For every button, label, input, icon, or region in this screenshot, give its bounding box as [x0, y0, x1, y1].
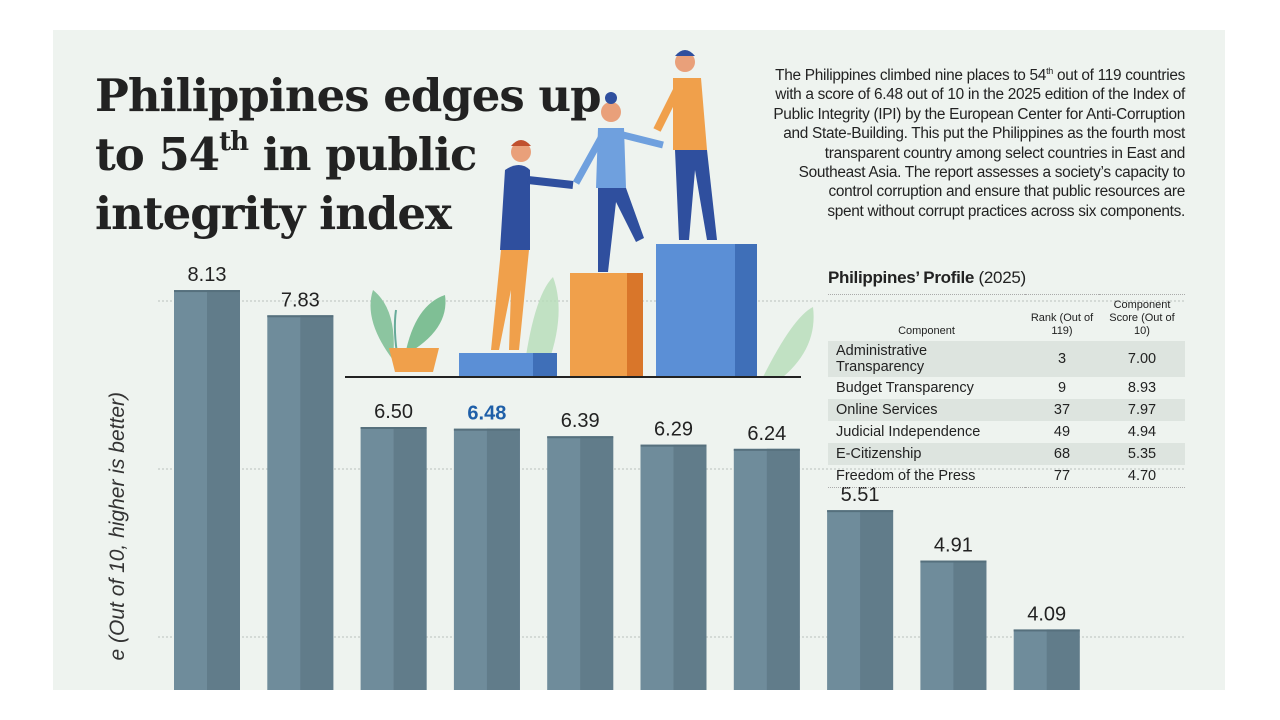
data-label: 4.91	[934, 535, 973, 557]
data-label: 7.83	[281, 289, 320, 311]
bar-top	[453, 428, 520, 431]
cell-rank: 9	[1057, 380, 1067, 396]
data-label: 6.39	[561, 410, 600, 432]
cell-component: Administrative Transparency	[828, 341, 1025, 377]
description-line: transparent country among select countri…	[824, 144, 1186, 162]
cell-score: 5.35	[1099, 443, 1185, 465]
description-line: spent without corrupt practices across s…	[827, 202, 1185, 220]
description-text: The Philippines climbed nine places to 5…	[775, 67, 1047, 84]
bar-shade	[766, 448, 800, 690]
profile-year: (2025)	[978, 268, 1027, 287]
bar-shade	[580, 436, 614, 690]
cell-component: E-Citizenship	[828, 443, 1025, 465]
table-row: Freedom of the Press 77 4.70	[828, 465, 1185, 488]
profile-table: Component Rank (Out of 119) Component Sc…	[828, 294, 1185, 488]
bar-top	[360, 427, 427, 429]
bar-shade	[486, 428, 520, 690]
cell-rank: 77	[1053, 468, 1071, 484]
cell-rank: 49	[1053, 424, 1071, 440]
bar-top	[267, 315, 334, 318]
description-line: control corruption and ensure that publi…	[828, 183, 1185, 201]
bar-shade	[673, 444, 707, 690]
bar-top	[1013, 629, 1080, 632]
table-row: Budget Transparency 9 8.93	[828, 377, 1185, 399]
bar-shade	[300, 315, 334, 690]
cell-score: 7.00	[1099, 341, 1185, 377]
bar-shade	[393, 427, 427, 690]
bar-top	[920, 560, 987, 563]
table-row: Judicial Independence 49 4.94	[828, 421, 1185, 443]
bar-top	[733, 448, 800, 451]
cell-score: 8.93	[1127, 380, 1157, 396]
y-axis-label: e (Out of 10, higher is better)	[106, 392, 129, 661]
bar-top	[640, 444, 707, 447]
bar-top	[174, 290, 240, 293]
plant-icon	[370, 290, 446, 372]
table-row: Online Services 37 7.97	[828, 399, 1185, 421]
person-middle-icon	[572, 92, 664, 272]
bar-chart: 8.13 7.83 6.50 6.48 6.39 6.29 6.24 5.51 4.91 4.09	[158, 264, 1185, 690]
profile-title-text: Philippines’ Profile	[828, 268, 975, 287]
headline-text: to 54	[95, 128, 220, 181]
headline-line: integrity index	[95, 187, 452, 240]
headline-text: in public	[248, 128, 478, 181]
data-label: 4.09	[1027, 603, 1066, 625]
description-line: Southeast Asia. The report assesses a so…	[798, 164, 1186, 182]
person-right-icon	[653, 50, 717, 240]
cell-score: 4.94	[1127, 424, 1157, 440]
bar-shade	[953, 560, 987, 690]
cell-component: Judicial Independence	[836, 424, 981, 440]
person-left-icon	[491, 140, 574, 350]
data-label: 6.24	[747, 423, 786, 445]
headline-line: to 54th in public	[95, 125, 601, 184]
profile-table-panel: Philippines’ Profile (2025) Component Ra…	[828, 268, 1185, 488]
data-label: 5.51	[841, 484, 880, 506]
description-line: Public Integrity (IPI) by the European C…	[773, 105, 1185, 123]
description-line: The Philippines climbed nine places to 5…	[773, 66, 1185, 85]
data-label: 6.29	[654, 419, 693, 441]
description-text: out of 119 countries	[1052, 67, 1185, 84]
cell-rank: 37	[1025, 399, 1099, 421]
column-header-score: Component Score (Out of 10)	[1109, 299, 1175, 337]
bar-top	[547, 436, 614, 439]
headline: Philippines edges up to 54th in public i…	[95, 66, 602, 243]
data-label: 6.50	[374, 401, 413, 423]
column-header-rank: Rank (Out of 119)	[1030, 312, 1094, 337]
cell-rank: 68	[1025, 443, 1099, 465]
cell-score: 7.97	[1099, 399, 1185, 421]
column-header-component: Component	[898, 325, 955, 337]
headline-line: Philippines edges up	[95, 69, 602, 122]
illustration-people-climbing-blocks	[345, 50, 814, 378]
description-sup: th	[1046, 66, 1053, 76]
cell-component: Online Services	[828, 399, 1025, 421]
headline-sup: th	[219, 127, 249, 157]
description-line: with a score of 6.48 out of 10 in the 20…	[775, 86, 1185, 104]
description: The Philippines climbed nine places to 5…	[773, 66, 1185, 221]
infographic-card: 8.13 7.83 6.50 6.48 6.39 6.29 6.24 5.51 4.91 4.09	[53, 30, 1225, 690]
data-label: 8.13	[188, 264, 227, 286]
description-line: and State-Building. This put the Philipp…	[783, 125, 1185, 143]
data-label: 6.48	[467, 403, 506, 425]
bar-shade	[860, 510, 894, 690]
cell-rank: 3	[1025, 341, 1099, 377]
cell-component: Freedom of the Press	[836, 468, 976, 484]
bar-shade	[1046, 629, 1080, 690]
cell-score: 4.70	[1127, 468, 1157, 484]
profile-title: Philippines’ Profile (2025)	[828, 268, 1185, 288]
table-row: E-Citizenship 68 5.35	[828, 443, 1185, 465]
bar-top	[827, 510, 894, 513]
table-row: Administrative Transparency 3 7.00	[828, 341, 1185, 377]
cell-component: Budget Transparency	[836, 380, 974, 396]
bar-shade	[207, 290, 240, 690]
